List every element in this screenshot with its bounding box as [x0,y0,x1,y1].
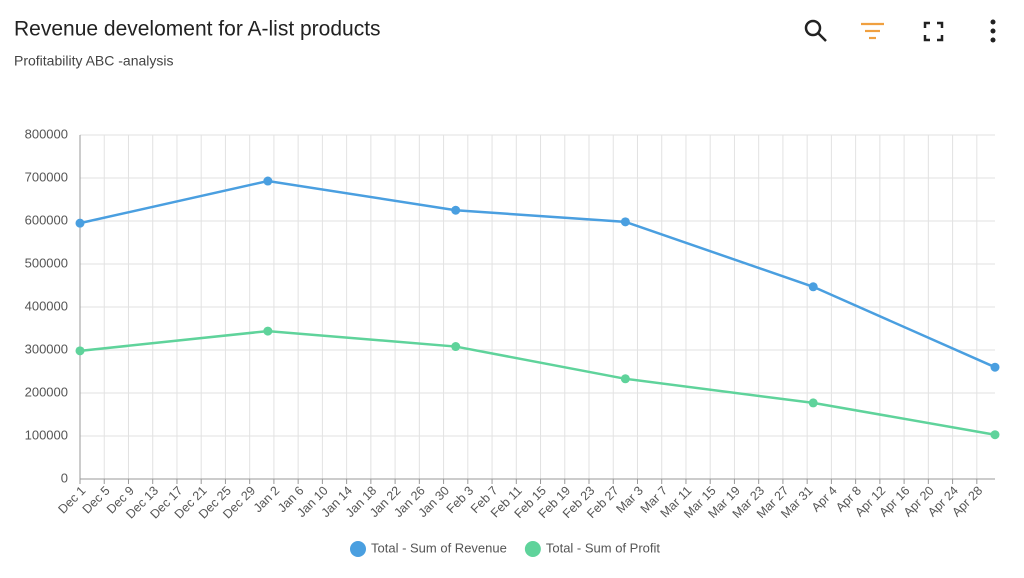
y-tick-label: 0 [61,470,68,485]
data-point [990,362,1000,372]
data-point [808,282,818,292]
data-point [620,374,630,384]
y-tick-label: 300000 [25,341,68,356]
data-point [75,346,85,356]
y-tick-label: 600000 [25,212,68,227]
legend-item[interactable]: Total - Sum of Profit [524,540,661,557]
y-tick-label: 800000 [25,126,68,141]
menu-icon[interactable] [990,19,996,43]
legend-label: Total - Sum of Profit [546,540,661,555]
y-tick-label: 500000 [25,255,68,270]
data-point [451,342,461,352]
search-icon[interactable] [804,19,827,42]
x-tick-label: Jan 2 [251,484,283,516]
data-point [263,326,273,336]
fullscreen-icon[interactable] [923,21,944,42]
y-tick-label: 100000 [25,427,68,442]
legend-label: Total - Sum of Revenue [371,540,507,555]
legend-swatch [350,541,366,557]
series-line [79,329,996,436]
data-point [451,205,461,215]
filter-icon[interactable] [861,22,884,40]
chart-title: Revenue develoment for A-list products [14,18,381,41]
legend-item[interactable]: Total - Sum of Revenue [350,540,507,557]
plot: 0 100000 200000 300000 400000 500000 600000 700… [25,126,1000,521]
data-point [263,176,273,186]
legend-swatch [524,541,541,557]
data-point [75,218,85,228]
y-tick-label: 200000 [25,384,68,399]
data-point [990,430,1000,440]
y-tick-label: 700000 [25,169,68,184]
x-tick-label: Apr 4 [809,484,840,515]
data-point [620,217,630,227]
x-tick-label: Mar 3 [613,484,646,517]
data-point [808,398,818,408]
series-line [79,179,996,369]
y-tick-label: 400000 [25,298,68,313]
chart-subtitle: Profitability ABC -analysis [14,53,174,69]
x-tick-label: Feb 3 [444,484,477,517]
